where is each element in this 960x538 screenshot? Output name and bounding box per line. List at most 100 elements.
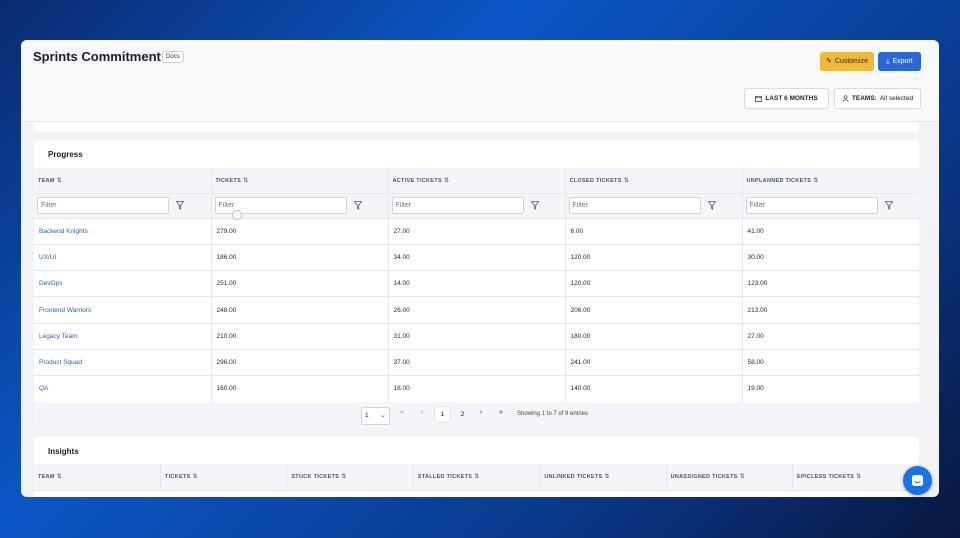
previous-page-icon[interactable]: ‹ [421, 409, 424, 416]
sort-icon[interactable]: ⇅ [813, 177, 819, 184]
column-header-unplanned-tickets[interactable]: UNPLANNED TICKETS ⇅ [742, 168, 919, 194]
cell-value: 31.00 [393, 332, 410, 340]
filter-input[interactable] [37, 196, 169, 214]
page-button-2[interactable]: 2 [460, 411, 465, 418]
filter-input[interactable] [745, 196, 878, 214]
cell-active: 26.00 [388, 296, 566, 324]
column-header-closed-tickets[interactable]: CLOSED TICKETS ⇅ [565, 168, 743, 194]
chat-icon [912, 475, 923, 486]
cell-value: 241.00 [570, 359, 591, 367]
customize-button[interactable]: ✎ Customize [820, 52, 874, 71]
cell-closed: 140.00 [565, 375, 743, 403]
team-link[interactable]: Backend Knights [39, 227, 88, 235]
cell-active: 37.00 [388, 349, 566, 377]
page-button-1[interactable]: 1 [435, 407, 450, 422]
team-link[interactable]: Frontend Warriors [39, 306, 92, 314]
team-link[interactable]: DevOps [39, 280, 63, 288]
insights-table: TEAM ⇅ TICKETS ⇅ STUCK TICKETS ⇅ STALLED TICKE… [34, 464, 919, 491]
insights-column-header[interactable]: TEAM ⇅ [34, 464, 161, 491]
filter-icon[interactable] [707, 200, 716, 210]
filter-cell [565, 193, 743, 219]
cell-tickets: 210.00 [211, 323, 389, 350]
date-range-label: LAST 6 MONTHS [765, 95, 818, 102]
insights-column-header[interactable]: TICKETS ⇅ [160, 464, 288, 491]
cell-value: 279.00 [216, 227, 237, 235]
calendar-icon [755, 95, 763, 102]
insights-column-header[interactable]: EPICLESS TICKETS ⇅ [792, 464, 919, 491]
filter-input[interactable] [214, 196, 347, 214]
next-page-icon[interactable]: › [480, 409, 483, 416]
cell-value: 41.00 [747, 227, 764, 235]
cell-closed: 180.00 [565, 323, 743, 350]
cell-value: 14.00 [393, 280, 410, 288]
column-header-label: STUCK TICKETS [291, 474, 340, 481]
filter-icon[interactable] [530, 200, 539, 210]
export-label: Export [892, 58, 913, 65]
filter-icon[interactable] [353, 200, 362, 210]
column-header-label: EPICLESS TICKETS [797, 474, 855, 481]
cell-unplanned: 27.00 [742, 323, 919, 350]
first-page-icon[interactable]: « [400, 409, 404, 416]
insights-card: Insights TEAM ⇅ TICKETS ⇅ STUCK TICKETS ⇅ STAL… [34, 437, 919, 497]
sort-icon[interactable]: ⇅ [739, 474, 746, 481]
column-header-active-tickets[interactable]: ACTIVE TICKETS ⇅ [388, 168, 566, 194]
chat-button[interactable] [903, 466, 932, 495]
docs-badge[interactable]: Docs [162, 51, 184, 63]
insights-column-header[interactable]: UNASSIGNED TICKETS ⇅ [666, 464, 794, 491]
cell-tickets: 296.00 [211, 349, 389, 377]
teams-filter[interactable]: TEAMS: All selected [834, 88, 921, 109]
column-header-label: UNLINKED TICKETS [544, 474, 603, 481]
insights-title: Insights [48, 447, 79, 456]
last-page-icon[interactable]: » [499, 409, 503, 416]
app-window: Sprints Commitment Docs ✎ Customize ⤓ Ex… [21, 40, 939, 497]
table-row: Product Squad 296.00 37.00 241.00 58.00 [34, 349, 919, 377]
table-row: Legacy Team 210.00 31.00 180.00 27.00 [34, 323, 919, 350]
pagination-info: Showing 1 to 7 of 9 entries [517, 411, 589, 417]
cell-value: 26.00 [393, 306, 410, 314]
filter-input[interactable] [391, 196, 524, 214]
pagination: 1 ⌄ « ‹ 1 2 › » Showing 1 to 7 of 9 entr… [34, 402, 919, 430]
team-link[interactable]: UX/UI [39, 253, 57, 261]
sort-icon[interactable]: ⇅ [243, 177, 249, 184]
progress-table: TEAM ⇅ TICKETS ⇅ ACTIVE TICKETS ⇅ CLOSED TI… [34, 168, 919, 403]
cell-team: Product Squad [34, 349, 212, 377]
cell-closed: 6.00 [565, 218, 743, 245]
insights-column-header[interactable]: STALLED TICKETS ⇅ [413, 464, 541, 491]
sort-icon[interactable]: ⇅ [474, 474, 480, 481]
sort-icon[interactable]: ⇅ [604, 474, 610, 481]
team-link[interactable]: Product Squad [39, 359, 83, 367]
sort-icon[interactable]: ⇅ [623, 177, 630, 184]
sort-icon[interactable]: ⇅ [192, 474, 198, 481]
cell-value: 251.00 [216, 280, 237, 288]
download-icon: ⤓ [886, 58, 890, 65]
cell-team: Frontend Warriors [34, 296, 212, 324]
filter-icon[interactable] [884, 200, 893, 210]
page-size-value: 1 [365, 412, 369, 419]
export-button[interactable]: ⤓ Export [878, 52, 921, 71]
sort-icon[interactable]: ⇅ [56, 177, 63, 184]
column-header-tickets[interactable]: TICKETS ⇅ [211, 168, 389, 194]
column-header-label: TEAM [38, 474, 55, 481]
cell-active: 14.00 [388, 270, 566, 298]
insights-column-header[interactable]: UNLINKED TICKETS ⇅ [539, 464, 667, 491]
cell-team: Legacy Team [34, 323, 212, 350]
table-row: Backend Knights 279.00 27.00 6.00 41.00 [34, 218, 919, 245]
sort-icon[interactable]: ⇅ [56, 474, 63, 481]
insights-column-header[interactable]: STUCK TICKETS ⇅ [286, 464, 414, 491]
filter-icon[interactable] [176, 200, 184, 210]
column-header-team[interactable]: TEAM ⇅ [34, 168, 212, 194]
cell-active: 27.00 [388, 218, 566, 245]
date-range-filter[interactable]: LAST 6 MONTHS [744, 88, 829, 109]
team-link[interactable]: QA [39, 385, 49, 393]
sort-icon[interactable]: ⇅ [443, 177, 450, 184]
team-link[interactable]: Legacy Team [39, 332, 78, 340]
cell-tickets: 279.00 [211, 218, 389, 245]
cell-value: 180.00 [570, 332, 591, 340]
sort-icon[interactable]: ⇅ [341, 474, 347, 481]
cell-value: 19.00 [747, 385, 764, 393]
filter-input[interactable] [568, 196, 701, 214]
cell-value: 37.00 [393, 359, 410, 367]
sort-icon[interactable]: ⇅ [856, 474, 862, 481]
column-header-label: TICKETS [164, 474, 191, 481]
page-size-select[interactable]: 1 ⌄ [361, 407, 390, 425]
